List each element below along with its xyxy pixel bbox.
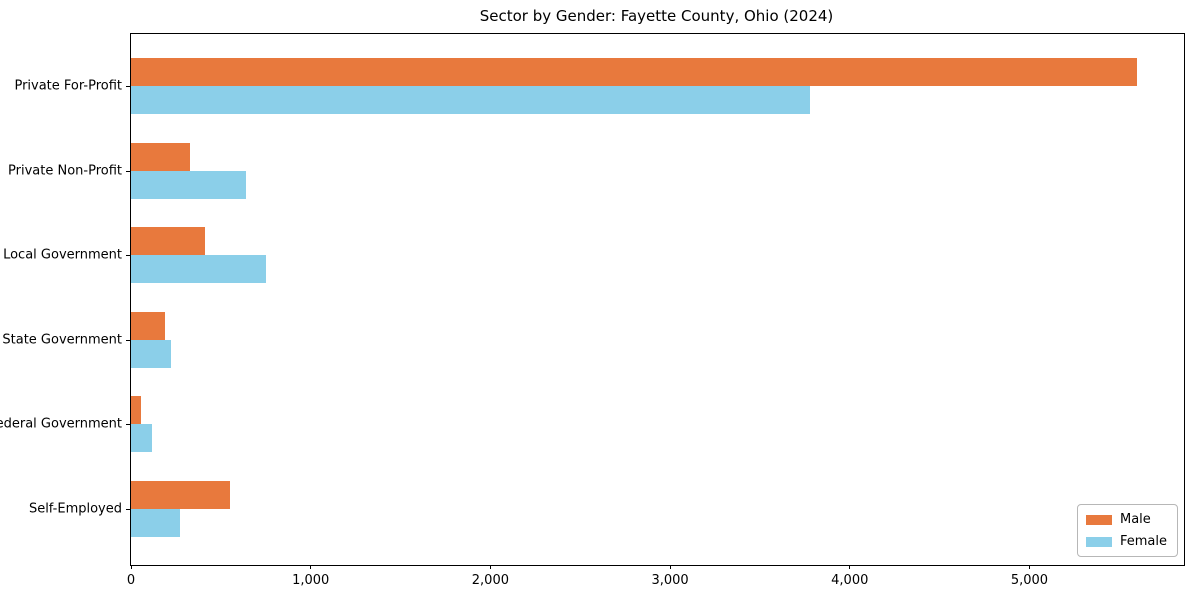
bar-self-employed-female — [131, 509, 180, 537]
legend-entry-male: Male — [1085, 512, 1167, 527]
bar-local-government-female — [131, 255, 266, 284]
y-tick-mark — [126, 424, 130, 426]
x-tick-mark — [489, 565, 491, 569]
plot-area: Male Female 0 1,000 2,000 3,000 4,000 5,000 — [126, 33, 1185, 588]
bar-state-government-male — [131, 311, 166, 340]
bar-private-non-profit-female — [131, 170, 246, 199]
bar-private-for-profit-male — [131, 58, 1138, 86]
y-tick-mark — [126, 509, 130, 510]
legend-entry-female: Female — [1085, 534, 1167, 549]
y-tick-label-self-employed: Self-Employed — [28, 501, 122, 517]
y-tick-mark — [126, 170, 130, 172]
bar-state-government-female — [131, 339, 172, 368]
x-tick-label-5-000: 5,000 — [1010, 573, 1049, 588]
y-tick-mark — [126, 255, 130, 257]
x-tick-label-0: 0 — [126, 573, 136, 588]
y-tick-mark — [126, 86, 130, 87]
bar-self-employed-male — [131, 481, 230, 509]
y-tick-mark — [126, 339, 130, 341]
bar-local-government-male — [131, 227, 205, 256]
x-tick-label-3-000: 3,000 — [651, 573, 689, 588]
y-axis-labels: Private For-Profit Private Non-Profit Loca… — [0, 33, 122, 564]
x-tick-label-2-000: 2,000 — [471, 573, 509, 588]
x-tick-mark — [310, 565, 312, 569]
y-tick-label-state-government: State Government — [2, 332, 122, 348]
x-tick-label-1-000: 1,000 — [292, 573, 330, 588]
y-tick-label-local-government: Local Government — [3, 247, 122, 263]
legend-label-male: Male — [1119, 512, 1151, 527]
bar-private-non-profit-male — [131, 142, 191, 171]
y-tick-label-federal-government: Federal Government — [0, 416, 122, 432]
y-tick-label-private-for-profit: Private For-Profit — [14, 78, 122, 94]
legend: Male Female — [1076, 504, 1178, 557]
x-tick-mark — [130, 565, 132, 569]
legend-swatch-male — [1085, 514, 1112, 525]
x-tick-label-4-000: 4,000 — [831, 573, 869, 588]
bar-federal-government-male — [131, 396, 141, 425]
bar-private-for-profit-female — [131, 86, 811, 114]
bar-federal-government-female — [131, 424, 152, 453]
legend-label-female: Female — [1119, 534, 1167, 549]
x-tick-mark — [669, 565, 671, 569]
legend-swatch-female — [1085, 536, 1112, 547]
y-tick-label-private-non-profit: Private Non-Profit — [8, 163, 122, 179]
x-tick-mark — [1028, 565, 1030, 569]
chart-title: Sector by Gender: Fayette County, Ohio (… — [479, 7, 834, 25]
x-tick-mark — [849, 565, 851, 569]
